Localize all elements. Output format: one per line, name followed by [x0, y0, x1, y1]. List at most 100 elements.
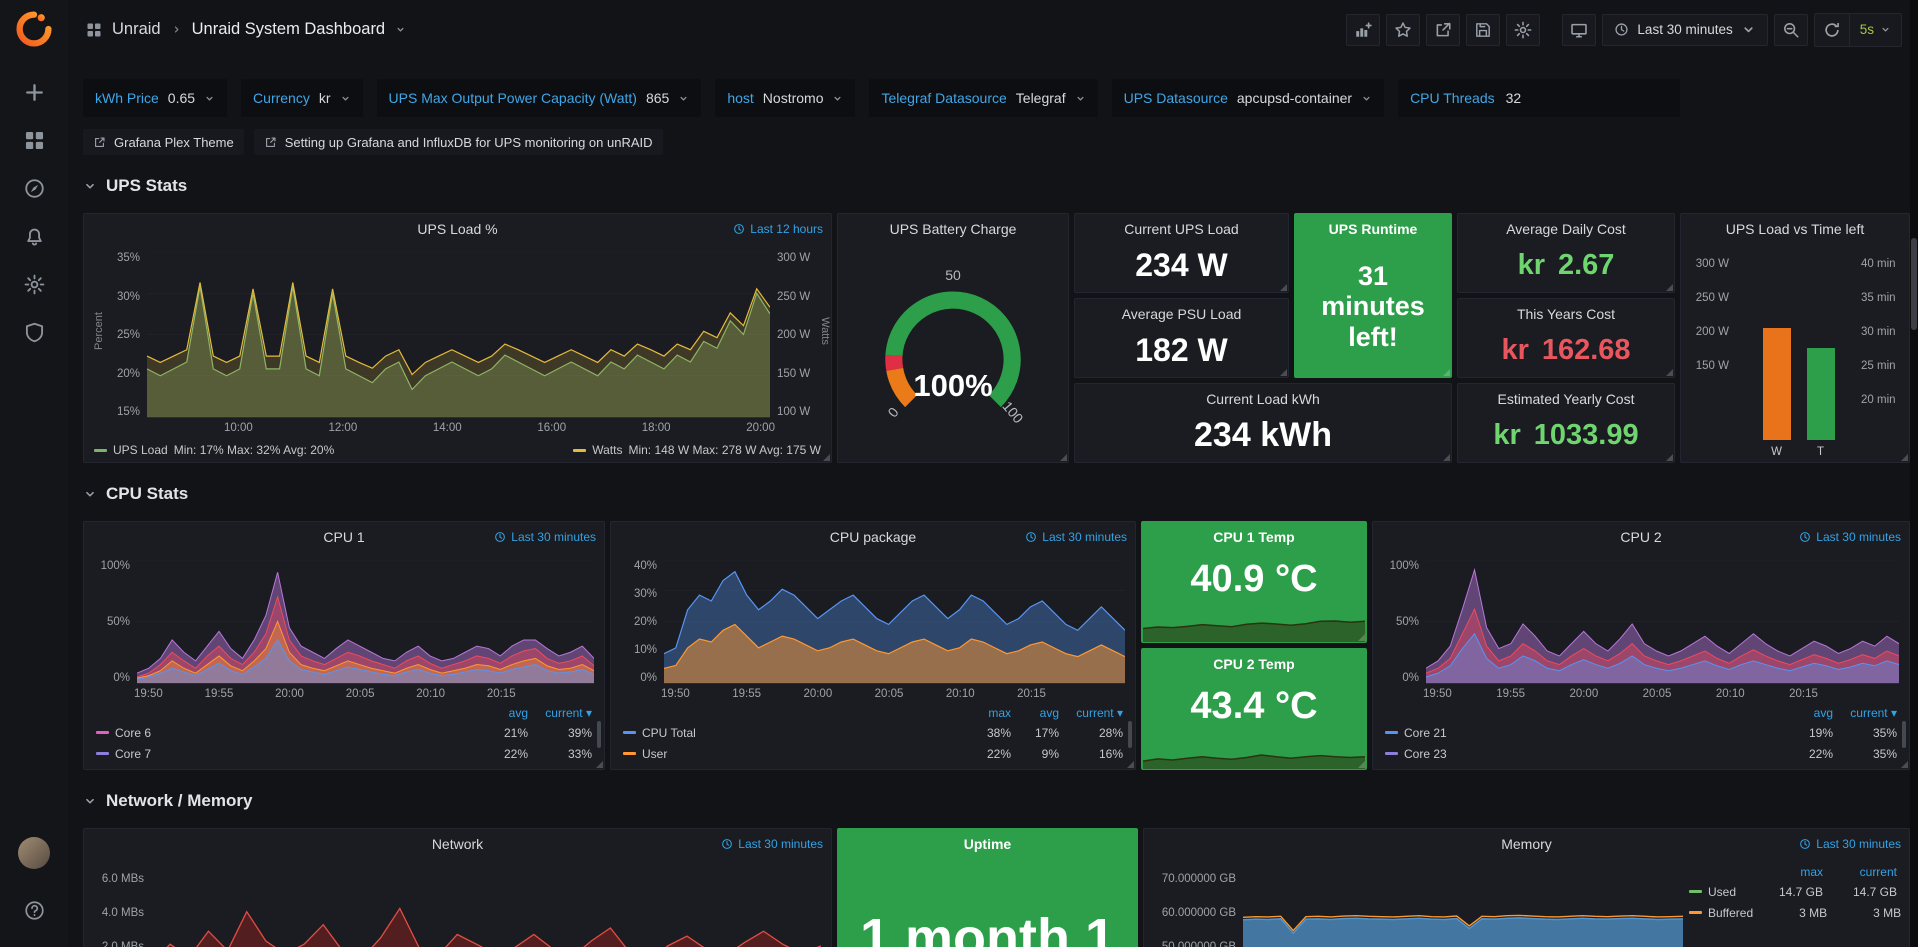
external-link-icon [93, 136, 106, 149]
sidebar-dashboards-button[interactable] [11, 117, 57, 163]
breadcrumb-folder[interactable]: Unraid [112, 20, 161, 38]
legend-col-current[interactable]: current [528, 706, 592, 720]
cpu-package-plot[interactable] [664, 560, 1125, 684]
scrollbar-thumb[interactable] [1911, 238, 1917, 330]
series-name[interactable]: CPU Total [642, 725, 696, 740]
variable-telegraf-datasource[interactable]: Telegraf Datasource Telegraf [869, 79, 1098, 117]
series-name[interactable]: Core 7 [115, 746, 152, 761]
variable-ups-datasource[interactable]: UPS Datasource apcupsd-container [1111, 79, 1385, 117]
refresh-button[interactable] [1815, 15, 1849, 45]
panel-title[interactable]: Estimated Yearly Cost [1492, 390, 1641, 408]
window-scrollbar[interactable] [1910, 0, 1918, 947]
cycle-view-mode-button[interactable] [1562, 13, 1597, 46]
zoom-out-time-button[interactable] [1773, 13, 1808, 46]
panel-cpu-2: CPU 2 Last 30 minutes 100% 50% 0% [1372, 521, 1910, 770]
legend-col-max[interactable]: max [1800, 865, 1823, 879]
template-variables-bar: kWh Price 0.65 Currency kr UPS Max Outpu… [83, 79, 1910, 117]
series-marker [623, 731, 636, 734]
legend-col-max[interactable]: max [988, 706, 1011, 720]
panel-cpu-package: CPU package Last 30 minutes 40% 30% 20% [610, 521, 1136, 770]
series-name[interactable]: Core 6 [115, 725, 152, 740]
panel-title[interactable]: UPS Load vs Time left [1720, 220, 1871, 238]
page-title[interactable]: Unraid System Dashboard [191, 20, 386, 38]
row-header-network-memory[interactable]: Network / Memory [83, 778, 1910, 824]
panel-title[interactable]: Average PSU Load [1116, 305, 1248, 323]
gear-icon [1514, 21, 1532, 39]
right-axis-title: Watts [819, 317, 832, 345]
series-name[interactable]: Core 23 [1404, 746, 1447, 761]
legend-col-avg[interactable]: avg [508, 706, 528, 720]
legend-col-avg[interactable]: avg [1039, 706, 1059, 720]
share-dashboard-button[interactable] [1426, 13, 1461, 46]
stat-value: 234 kWh [1194, 415, 1332, 454]
series-marker [623, 752, 636, 755]
panel-title[interactable]: UPS Load % [411, 220, 503, 238]
refresh-interval-picker[interactable]: 5s [1848, 13, 1901, 46]
panel-title[interactable]: CPU 1 [317, 528, 370, 546]
panel-title[interactable]: CPU 1 Temp [1207, 528, 1300, 546]
row-header-cpu-stats[interactable]: CPU Stats [83, 471, 1910, 517]
series-name[interactable]: Watts [592, 443, 623, 457]
help-button[interactable] [11, 887, 57, 933]
section-cpu-stats: CPU Stats CPU 1 Last 30 minutes [83, 471, 1910, 770]
sidebar-admin-button[interactable] [11, 309, 57, 355]
series-name[interactable]: UPS Load [113, 443, 168, 457]
sidebar-alerting-button[interactable] [11, 213, 57, 259]
sidebar-explore-button[interactable] [11, 165, 57, 211]
ups-load-plot[interactable] [147, 252, 770, 418]
series-name[interactable]: Core 21 [1404, 725, 1447, 740]
panel-network: Network Last 30 minutes 6.0 MBs 4.0 MBs … [83, 828, 832, 947]
save-dashboard-button[interactable] [1466, 13, 1501, 46]
legend-row: Used 14.7 GB 14.7 GB [1689, 881, 1897, 902]
series-name[interactable]: User [642, 746, 668, 761]
panel-title[interactable]: CPU 2 Temp [1207, 655, 1300, 673]
panel-title[interactable]: Average Daily Cost [1500, 220, 1632, 238]
panel-title[interactable]: Network [426, 835, 489, 853]
variable-ups-max-output[interactable]: UPS Max Output Power Capacity (Watt) 865 [376, 79, 702, 117]
panel-title[interactable]: Current Load kWh [1200, 390, 1326, 408]
variable-label: Telegraf Datasource [881, 90, 1007, 106]
panel-title[interactable]: Uptime [958, 835, 1017, 853]
add-panel-button[interactable] [1346, 13, 1381, 46]
variable-kwh-price[interactable]: kWh Price 0.65 [83, 79, 228, 117]
variable-label: kWh Price [95, 90, 159, 106]
network-plot[interactable] [151, 871, 821, 947]
panel-title[interactable]: This Years Cost [1511, 305, 1621, 323]
series-marker [96, 731, 109, 734]
panel-title[interactable]: CPU 2 [1614, 528, 1667, 546]
memory-plot[interactable] [1243, 871, 1683, 947]
star-dashboard-button[interactable] [1386, 13, 1421, 46]
legend-col-current[interactable]: current [1833, 706, 1897, 720]
chevron-down-icon[interactable] [395, 24, 406, 35]
variable-host[interactable]: host Nostromo [715, 79, 856, 117]
sidebar-create-button[interactable] [11, 69, 57, 115]
dashboard-link-ups-guide[interactable]: Setting up Grafana and InfluxDB for UPS … [253, 129, 663, 155]
panel-title[interactable]: Memory [1495, 835, 1558, 853]
panel-title[interactable]: UPS Battery Charge [884, 220, 1023, 238]
cpu-threads-input[interactable] [1503, 82, 1668, 114]
cpu1-plot[interactable] [137, 560, 594, 684]
dashboard-link-plex-theme[interactable]: Grafana Plex Theme [83, 129, 244, 155]
legend-col-current[interactable]: current [1859, 865, 1897, 879]
sidebar-configuration-button[interactable] [11, 261, 57, 307]
row-title: UPS Stats [106, 176, 188, 195]
legend-col-avg[interactable]: avg [1813, 706, 1833, 720]
cpu2-plot[interactable] [1426, 560, 1899, 684]
panel-title[interactable]: CPU package [824, 528, 922, 546]
series-name[interactable]: Used [1708, 884, 1737, 899]
panel-average-psu-load: Average PSU Load 182 W [1074, 298, 1289, 378]
row-header-ups-stats[interactable]: UPS Stats [83, 163, 1910, 209]
grafana-logo[interactable] [10, 10, 58, 51]
panel-current-ups-load: Current UPS Load 234 W [1074, 213, 1289, 293]
panel-title[interactable]: Current UPS Load [1118, 220, 1244, 238]
series-name[interactable]: Buffered [1708, 905, 1754, 920]
dashboard-settings-button[interactable] [1506, 13, 1541, 46]
user-avatar[interactable] [18, 837, 50, 869]
variable-currency[interactable]: Currency kr [241, 79, 363, 117]
panel-title[interactable]: UPS Runtime [1323, 220, 1424, 238]
panel-cpu1-temp: CPU 1 Temp 40.9 °C [1141, 521, 1367, 643]
time-range-picker[interactable]: Last 30 minutes [1602, 13, 1768, 46]
legend-col-current[interactable]: current [1059, 706, 1123, 720]
panel-cpu-1: CPU 1 Last 30 minutes 100% 50% 0% [83, 521, 605, 770]
